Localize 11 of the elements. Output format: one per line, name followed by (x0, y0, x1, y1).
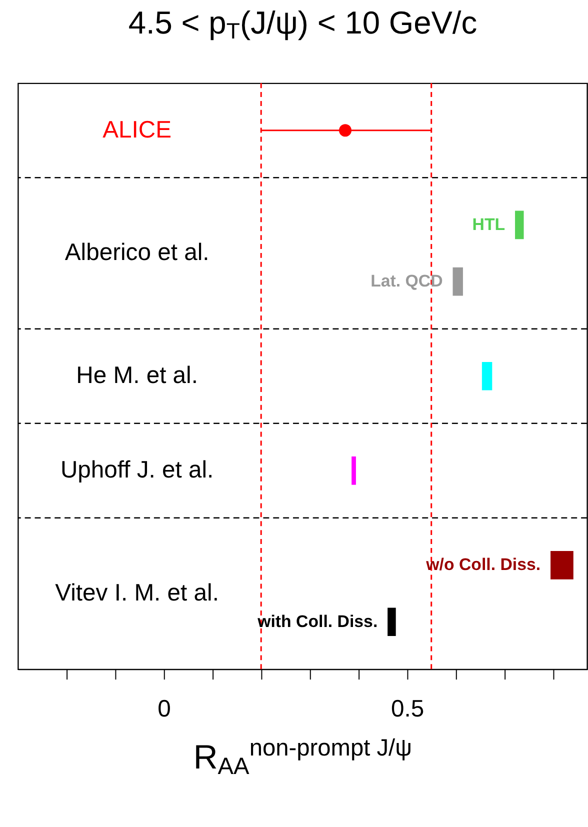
series-label: Lat. QCD (370, 272, 443, 291)
series-label: with Coll. Diss. (256, 612, 378, 631)
series-label: HTL (472, 214, 506, 234)
text: ALICE (102, 116, 172, 144)
y-tick-label: He M. et al. (76, 362, 198, 390)
y-tick-label: Vitev I. M. et al. (55, 579, 219, 606)
x-tick-label: 0 (158, 695, 171, 722)
y-tick-label: Alberico et al. (64, 239, 210, 266)
y-tick-label: Uphoff J. et al. (60, 456, 214, 484)
x-tick-label: 0.5 (390, 695, 424, 722)
series-label: w/o Coll. Diss. (425, 555, 541, 574)
